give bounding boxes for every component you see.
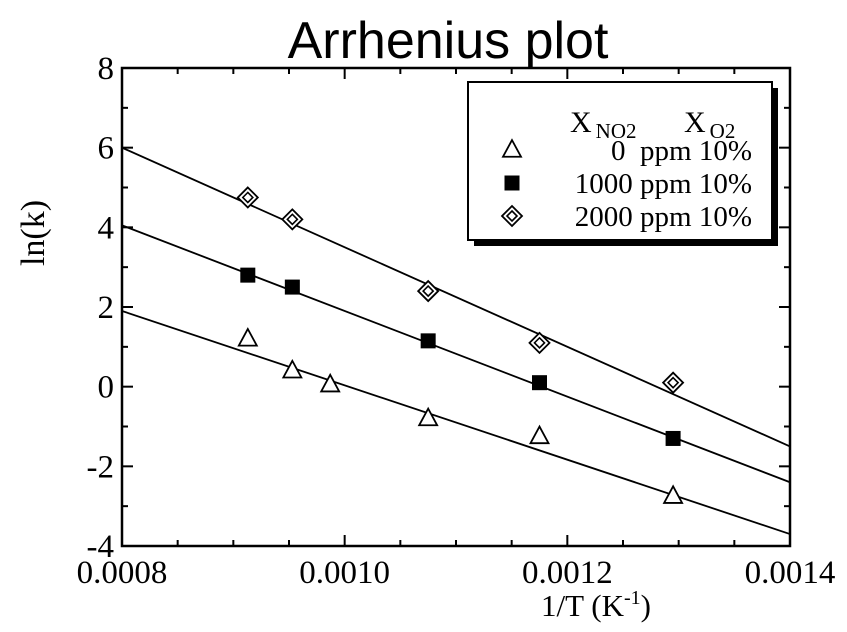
x-tick-label-3: 0.0014 (745, 555, 836, 591)
legend-header-xo2-main: X (684, 106, 706, 139)
data-point-s0-p5-shape (662, 484, 684, 504)
x-axis-label-main: 1/T (K (541, 588, 625, 623)
legend: X NO2 X O2 0 ppm 10% 1000 ppm 10% 2000 ppm… (467, 81, 778, 246)
fit-line-2 (121, 146, 791, 448)
data-point-s1-p1 (284, 279, 300, 295)
data-point-s0-p2 (319, 372, 341, 393)
data-point-s0-p4-shape (528, 424, 551, 445)
data-point-s0-p5 (662, 484, 684, 504)
legend-marker-2-inner (505, 209, 519, 223)
data-point-s2-p1-inner (286, 213, 299, 226)
legend-marker-1-shape (504, 175, 520, 191)
data-point-s2-p3 (528, 331, 551, 355)
data-point-s1-p0-shape (240, 267, 256, 283)
data-point-s2-p4-shape (661, 371, 685, 394)
data-point-s0-p0-shape (237, 327, 259, 347)
x-axis-label: 1/T (K-1) (541, 587, 651, 623)
y-tick-label-0: -4 (87, 529, 115, 565)
legend-marker-0-shape (501, 138, 523, 158)
y-tick-label-6: 8 (98, 51, 115, 87)
x-tick-labels: 0.0008 0.0010 0.0012 0.0014 (77, 555, 836, 591)
legend-marker-1 (504, 175, 520, 191)
data-point-s1-p2 (420, 333, 436, 349)
legend-header-xo2-sub: O2 (710, 119, 736, 143)
y-tick-label-5: 6 (98, 131, 115, 167)
data-point-s2-p0-shape (236, 186, 260, 209)
data-point-s0-p2-shape (319, 372, 341, 393)
legend-header-xo2: X O2 (684, 106, 735, 143)
data-point-s0-p1 (281, 358, 303, 379)
x-tick-label-0: 0.0008 (77, 555, 168, 591)
data-point-s0-p3-shape (417, 406, 439, 427)
data-point-s1-p3-shape (532, 375, 547, 391)
legend-marker-0 (501, 138, 523, 158)
data-point-s2-p0 (236, 186, 260, 209)
x-axis-label-superscript: -1 (624, 587, 641, 609)
y-axis-label: ln(k) (15, 200, 52, 266)
data-point-s2-p3-inner (533, 336, 546, 349)
data-point-s1-p4-shape (665, 430, 681, 446)
y-tick-label-2: 0 (98, 370, 115, 406)
x-tick-label-2: 0.0012 (522, 555, 613, 591)
data-point-s2-p2-shape (416, 279, 440, 303)
legend-marker-2 (500, 204, 524, 228)
plot-frame (120, 66, 792, 548)
legend-marker-2-shape (500, 204, 524, 228)
data-point-s2-p0-inner (241, 191, 254, 204)
legend-header-xno2-main: X (570, 106, 592, 139)
y-tick-labels: -4 -2 0 2 4 6 8 (87, 51, 115, 565)
y-tick-label-3: 2 (98, 290, 115, 326)
data-point-s2-p4 (661, 371, 685, 394)
x-tick-label-1: 0.0010 (299, 555, 390, 591)
legend-markers (500, 138, 524, 228)
data-point-s0-p0 (237, 327, 259, 347)
legend-entry-2000ppm: 2000 ppm 10% (575, 201, 752, 233)
legend-entry-0ppm: 0 ppm 10% (611, 135, 752, 167)
y-tick-label-1: -2 (87, 449, 115, 485)
legend-header-xno2-sub: NO2 (596, 119, 637, 143)
data-point-s2-p2-inner (422, 284, 435, 298)
data-point-s2-p2 (416, 279, 440, 303)
legend-header-xno2: X NO2 (570, 106, 637, 143)
data-point-s2-p1 (281, 208, 304, 231)
data-point-s2-p3-shape (528, 331, 551, 355)
x-axis-label-close: ) (641, 588, 651, 623)
chart-title: Arrhenius plot (288, 12, 609, 70)
data-point-s0-p3 (417, 406, 439, 427)
data-point-s2-p4-inner (666, 376, 680, 389)
data-point-s1-p1-shape (284, 279, 300, 295)
legend-entry-1000ppm: 1000 ppm 10% (575, 168, 752, 200)
data-point-s1-p2-shape (420, 333, 436, 349)
data-point-s2-p1-shape (281, 208, 304, 231)
y-tick-label-4: 4 (98, 210, 115, 246)
data-point-s0-p1-shape (281, 358, 303, 379)
data-point-s0-p4 (528, 424, 551, 445)
data-point-s1-p3 (532, 375, 547, 391)
data-point-s1-p0 (240, 267, 256, 283)
data-markers (236, 186, 685, 504)
data-point-s1-p4 (665, 430, 681, 446)
